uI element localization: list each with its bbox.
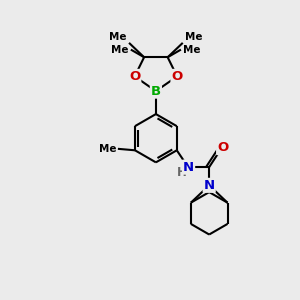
Text: N: N — [204, 179, 215, 192]
Text: Me: Me — [185, 32, 202, 42]
Text: N: N — [183, 160, 194, 174]
Text: Me: Me — [99, 144, 116, 154]
Text: H: H — [177, 166, 187, 178]
Text: Me: Me — [111, 45, 128, 55]
Text: O: O — [217, 141, 228, 154]
Text: O: O — [172, 70, 183, 83]
Text: Me: Me — [183, 45, 201, 55]
Text: Me: Me — [109, 32, 127, 42]
Text: B: B — [151, 85, 161, 98]
Text: O: O — [129, 70, 140, 83]
